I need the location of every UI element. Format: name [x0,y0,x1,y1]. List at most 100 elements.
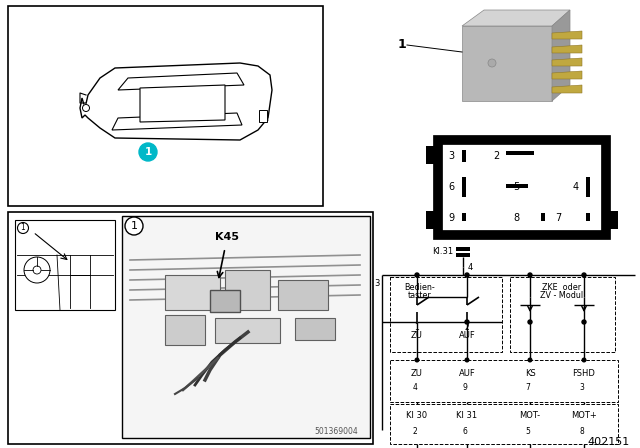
Text: Bedien-: Bedien- [404,283,435,292]
Bar [15,220,115,310]
Text: MOT+: MOT+ [571,412,597,421]
Bar [390,360,618,402]
Circle shape [17,223,29,233]
Text: 9: 9 [448,213,454,223]
Text: 8: 8 [513,213,519,223]
Bar [606,211,618,229]
Circle shape [528,320,532,324]
Bar [506,151,534,155]
Text: KS: KS [525,369,536,378]
Text: MOT-: MOT- [520,412,541,421]
Bar [426,211,438,229]
Text: 6: 6 [448,182,454,192]
Circle shape [582,273,586,277]
Circle shape [415,273,419,277]
Bar [438,140,606,235]
Circle shape [139,143,157,161]
Bar [390,277,502,352]
Circle shape [415,358,419,362]
Text: FSHD: FSHD [573,369,595,378]
Bar [278,280,328,310]
Text: 5: 5 [513,182,519,192]
Polygon shape [552,31,582,39]
Circle shape [125,217,143,235]
Circle shape [582,358,586,362]
Text: ZU: ZU [411,369,423,378]
Text: 3: 3 [448,151,454,161]
Bar [462,150,466,162]
Bar [165,315,205,345]
Polygon shape [118,73,244,90]
Bar [462,26,552,101]
Circle shape [24,257,50,283]
Bar [506,184,528,188]
Bar [390,404,618,444]
Bar [8,6,323,206]
Text: 402151: 402151 [588,437,630,447]
Polygon shape [552,10,570,101]
Text: taster: taster [408,292,432,301]
Text: 4: 4 [573,182,579,192]
Bar [122,216,370,438]
Text: 3: 3 [374,279,380,288]
Text: 1: 1 [398,39,407,52]
Bar [541,213,545,221]
Text: K45: K45 [215,232,239,242]
Text: 5: 5 [525,426,531,435]
Circle shape [528,273,532,277]
Polygon shape [462,10,570,26]
Bar [259,110,267,122]
Polygon shape [112,113,242,130]
Circle shape [465,320,469,324]
Bar [295,318,335,340]
Bar [456,253,470,257]
Text: Kl.31: Kl.31 [432,247,453,256]
Text: 501369004: 501369004 [314,427,358,436]
Text: 1: 1 [415,323,419,332]
Polygon shape [552,45,582,53]
Text: 1: 1 [145,147,152,157]
Text: ZU: ZU [411,331,423,340]
Text: ZV - Modul: ZV - Modul [540,292,584,301]
Polygon shape [80,63,272,140]
Bar [510,277,615,352]
Bar [462,213,466,221]
Text: Kl 30: Kl 30 [406,412,428,421]
Circle shape [465,358,468,362]
Text: 2: 2 [465,323,469,332]
Text: 9: 9 [463,383,467,392]
Circle shape [582,320,586,324]
Circle shape [83,104,90,112]
Circle shape [528,358,532,362]
Circle shape [33,266,41,274]
Polygon shape [552,85,582,93]
Circle shape [488,59,496,67]
Text: 2: 2 [493,151,499,161]
Text: 1: 1 [20,224,26,233]
Text: 8: 8 [580,426,584,435]
Polygon shape [552,71,582,79]
Polygon shape [552,58,582,66]
Bar [8,212,373,444]
Circle shape [465,273,469,277]
Text: Kl 31: Kl 31 [456,412,477,421]
Text: 2: 2 [413,426,417,435]
Text: 3: 3 [580,383,584,392]
Text: 1: 1 [131,221,138,231]
Polygon shape [140,85,225,122]
Bar [456,247,470,251]
Bar [586,177,590,197]
Text: AUF: AUF [459,331,476,340]
Bar [215,318,280,343]
Text: 4: 4 [413,383,417,392]
Text: 7: 7 [525,383,531,392]
Bar [225,270,270,310]
Text: 7: 7 [555,213,561,223]
Bar [586,213,590,221]
Text: ZKE  oder: ZKE oder [543,283,582,292]
Bar [165,275,220,310]
Circle shape [83,104,90,112]
Text: 4: 4 [468,263,473,271]
Text: AUF: AUF [459,369,476,378]
Text: 6: 6 [463,426,467,435]
